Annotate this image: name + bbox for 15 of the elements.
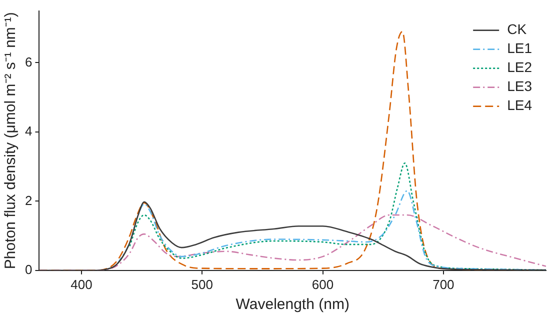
y-axis-title: Photon flux density (μmol m⁻² s⁻¹ nm⁻¹) <box>2 12 20 270</box>
legend-label: LE3 <box>507 78 532 94</box>
y-tick-label: 0 <box>24 262 32 277</box>
legend-label: LE2 <box>507 59 532 76</box>
legend-label: CK <box>507 21 528 38</box>
x-tick-label: 400 <box>70 276 92 292</box>
x-tick-label: 600 <box>312 276 334 292</box>
legend-label: LE4 <box>507 97 532 114</box>
x-tick-label: 500 <box>191 276 213 292</box>
y-tick-label: 4 <box>24 124 32 139</box>
legend-label: LE1 <box>507 40 532 56</box>
x-axis-title: Wavelength (nm) <box>236 296 350 314</box>
y-tick-label: 6 <box>24 54 32 70</box>
x-tick-label: 700 <box>432 276 454 292</box>
y-tick-label: 2 <box>24 192 32 208</box>
